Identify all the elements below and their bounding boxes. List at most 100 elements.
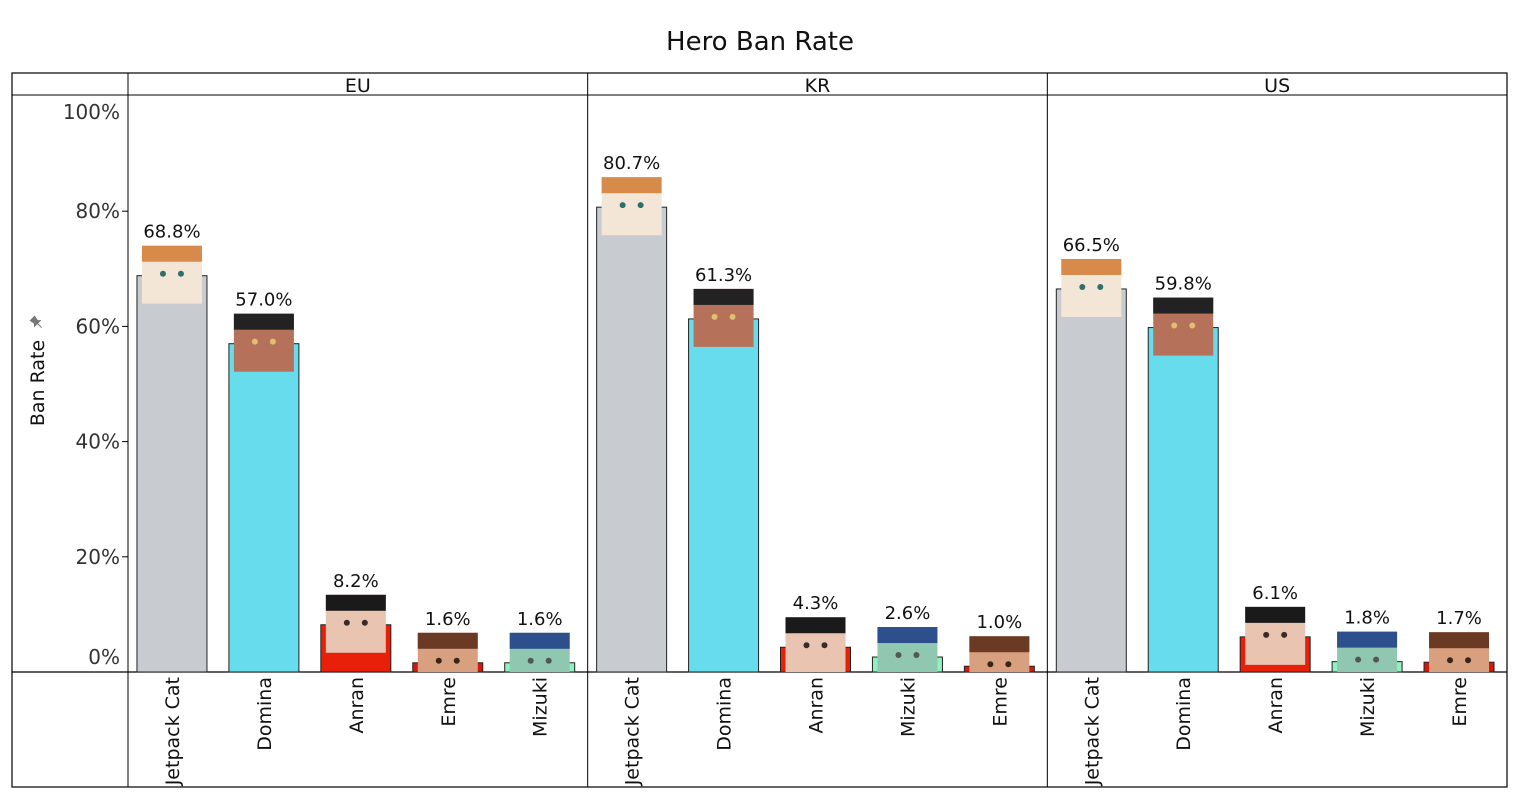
mizuki-portrait-icon [1337,631,1398,672]
portrait-eye [913,652,920,659]
bar [136,275,208,673]
portrait-top [1429,632,1490,649]
category-label: Emre [989,677,1011,727]
jetpack-cat-portrait-icon [141,245,202,304]
bar [596,206,668,673]
y-tick-label: 100% [63,100,120,124]
mizuki-portrait-icon [877,627,938,672]
portrait-eye [1097,283,1104,290]
data-label: 2.6% [885,603,931,624]
y-tick-label: 20% [76,545,120,569]
emre-portrait-icon [417,632,478,672]
data-label: 4.3% [793,593,839,614]
portrait-top [969,636,1030,653]
portrait-eye [177,270,184,277]
data-label: 1.8% [1344,608,1390,629]
domina-portrait-icon [693,288,754,347]
portrait-eye [987,661,994,668]
portrait-top [1153,297,1214,314]
portrait-eye [453,657,460,664]
data-label: 1.6% [517,609,563,630]
jetpack-cat-portrait-icon [1061,258,1122,317]
frame-border [11,72,1508,788]
domina-portrait-icon [1153,297,1214,356]
category-label: Mizuki [530,677,552,737]
anran-portrait-icon [785,617,846,672]
portrait-eye [637,202,644,209]
portrait-eye [269,338,276,345]
portrait-top [877,627,938,644]
portrait-eye [1281,631,1288,638]
panel-header: KR [805,75,831,97]
data-label: 1.6% [425,609,471,630]
portrait-top [601,177,662,194]
category-label: Jetpack Cat [162,677,184,786]
data-label: 1.7% [1436,608,1482,629]
panel-header: EU [345,75,371,97]
portrait-eye [361,619,368,626]
data-label: 59.8% [1155,274,1212,295]
portrait-top [509,632,570,649]
y-tick-label: 0% [88,645,120,669]
bar [688,318,760,673]
y-tick-label: 80% [76,199,120,223]
y-axis-label: Ban Rate [27,340,49,426]
mizuki-portrait-icon [509,632,570,672]
portrait-eye [1355,656,1362,663]
pin-icon [29,315,43,329]
anran-portrait-icon [325,594,386,653]
portrait-eye [1005,661,1012,668]
panel-us: US 66.5% Jetpack Cat 59.8% Domina 6.1% Anran 1.… [1046,73,1495,787]
category-label: Mizuki [897,677,919,737]
emre-portrait-icon [969,636,1030,672]
y-tick-label: 40% [76,430,120,454]
portrait-eye [803,642,810,649]
y-axis: 0% 20% 40% 60% 80% 100% [63,73,129,787]
anran-portrait-icon [1245,606,1306,665]
data-label: 8.2% [333,571,379,592]
panel-header: US [1264,75,1290,97]
y-tick-label: 60% [76,314,120,338]
portrait-eye [545,657,552,664]
portrait-top [785,617,846,634]
portrait-eye [1171,322,1178,329]
category-label: Jetpack Cat [1081,677,1103,786]
category-label: Anran [1265,677,1287,734]
portrait-eye [1079,283,1086,290]
category-label: Emre [1449,677,1471,727]
bar [1055,288,1127,673]
data-label: 57.0% [235,290,292,311]
data-label: 61.3% [695,265,752,286]
portrait-eye [1263,631,1270,638]
category-label: Jetpack Cat [622,677,644,786]
portrait-eye [159,270,166,277]
portrait-eye [343,619,350,626]
bar [228,343,300,673]
portrait-eye [895,652,902,659]
portrait-eye [1189,322,1196,329]
portrait-eye [619,202,626,209]
portrait-eye [527,657,534,664]
data-label: 6.1% [1252,583,1298,604]
portrait-top [1337,631,1398,648]
data-label: 68.8% [143,222,200,243]
panel-eu: EU 68.8% Jetpack Cat 57.0% Domina 8.2% Anran 1.… [136,75,576,786]
portrait-eye [711,313,718,320]
category-label: Anran [346,677,368,734]
portrait-top [141,245,202,262]
data-label: 66.5% [1063,235,1120,256]
portrait-top [693,288,754,305]
portrait-top [1061,258,1122,275]
portrait-eye [251,338,258,345]
portrait-eye [729,313,736,320]
bar [1147,327,1219,673]
portrait-eye [821,642,828,649]
portrait-eye [435,657,442,664]
portrait-eye [1373,656,1380,663]
portrait-top [417,632,478,649]
chart-title: Hero Ban Rate [666,27,854,57]
category-label: Domina [714,677,736,751]
panels: EU 68.8% Jetpack Cat 57.0% Domina 8.2% Anran 1.… [136,73,1495,787]
category-label: Domina [254,677,276,751]
